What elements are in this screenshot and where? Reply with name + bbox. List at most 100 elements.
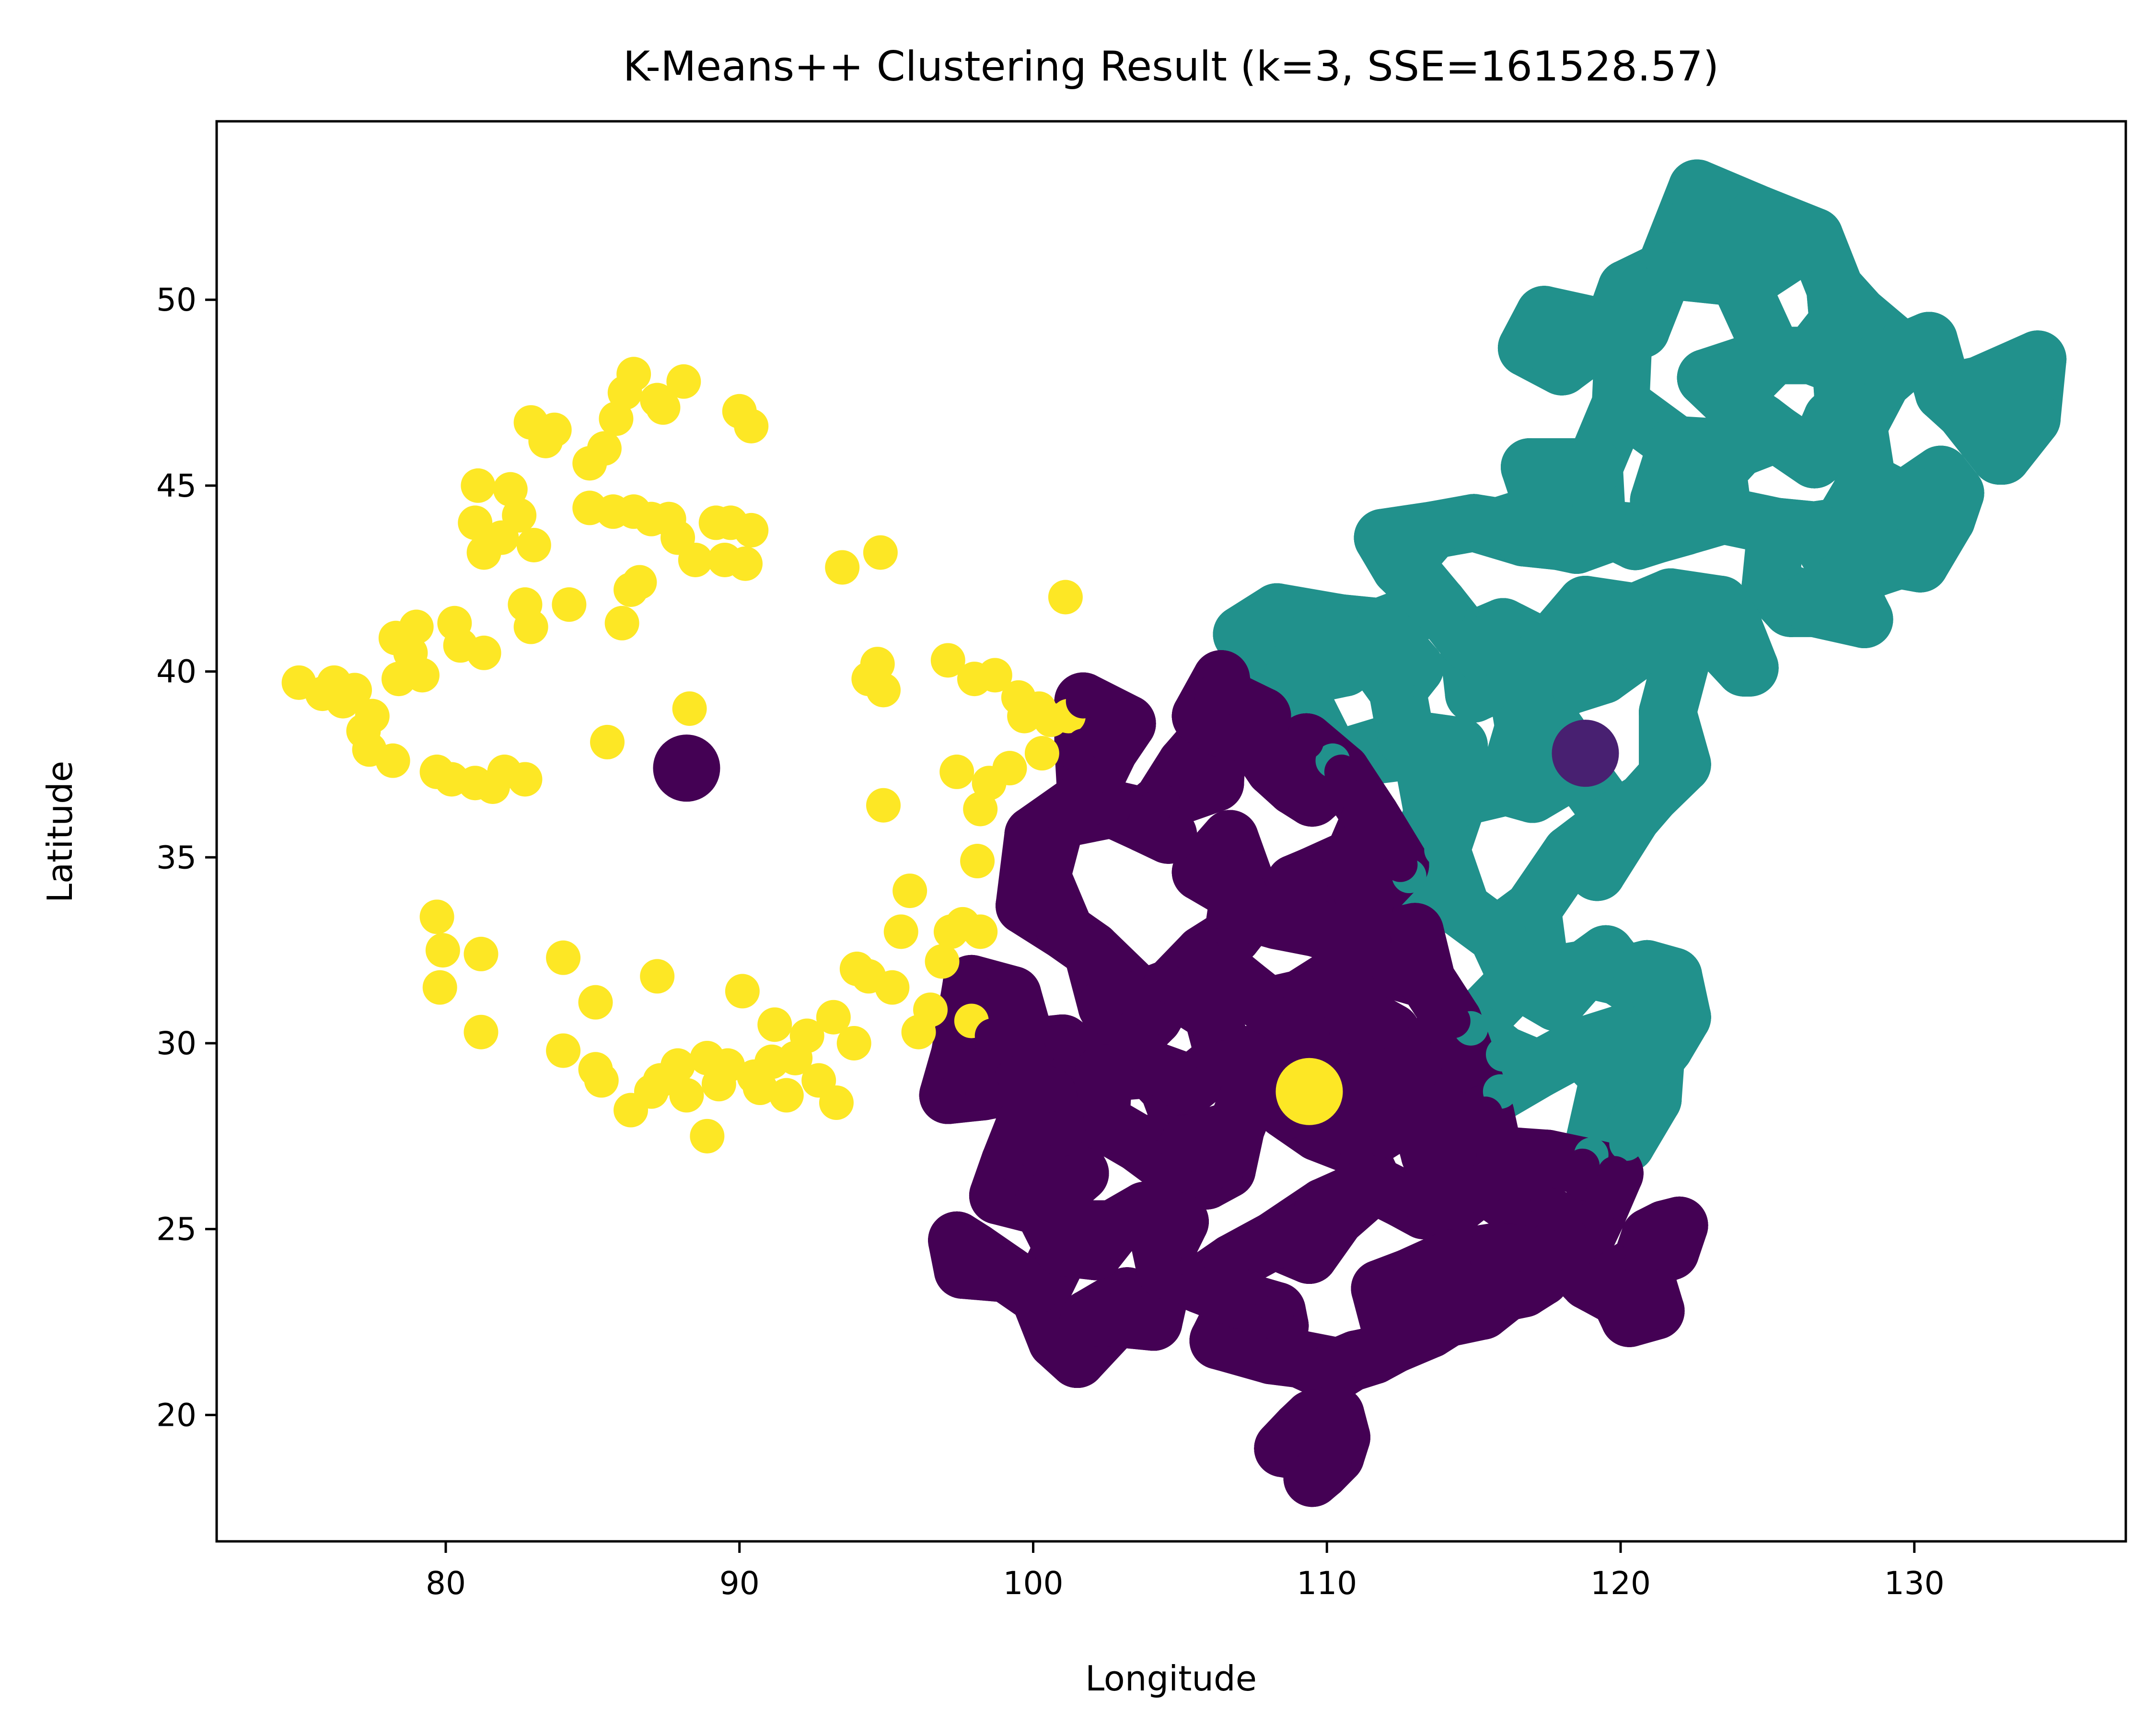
data-point (1083, 1104, 1118, 1139)
data-point (1394, 1048, 1429, 1083)
data-point (1724, 268, 1759, 303)
data-point (1412, 1137, 1447, 1172)
data-point (1445, 892, 1480, 927)
data-point (1465, 1167, 1500, 1202)
data-point (646, 390, 681, 425)
x-tick-label: 130 (1884, 1565, 1945, 1602)
data-point (502, 498, 537, 533)
data-point (1612, 1301, 1647, 1336)
centroid-marker (1275, 1058, 1343, 1125)
data-point (493, 472, 528, 507)
data-point (1521, 1052, 1556, 1087)
data-point (1295, 620, 1330, 655)
data-point (1929, 501, 1964, 536)
data-point (1063, 1156, 1098, 1191)
data-point (1183, 1267, 1218, 1302)
data-point (1480, 509, 1515, 544)
x-tick-label: 110 (1297, 1565, 1357, 1602)
data-point (1377, 1327, 1412, 1362)
data-point (678, 542, 713, 577)
data-point (1797, 591, 1832, 626)
data-point (1383, 550, 1418, 585)
data-point (1823, 349, 1858, 384)
y-axis-label: Latitude (40, 761, 80, 903)
data-point (1327, 650, 1362, 685)
data-point (1421, 587, 1456, 622)
data-point (1591, 598, 1626, 633)
data-point (1506, 520, 1541, 555)
data-point (1398, 914, 1433, 949)
data-point (1127, 1193, 1162, 1228)
data-point (737, 1059, 772, 1094)
data-point (1048, 580, 1083, 615)
data-point (1982, 438, 2017, 473)
data-point (836, 1025, 871, 1060)
data-point (1086, 1056, 1121, 1091)
data-point (1071, 1301, 1106, 1336)
data-point (1260, 1293, 1295, 1328)
y-tick-label: 40 (156, 653, 197, 690)
data-point (464, 1014, 498, 1049)
data-point (1162, 1204, 1197, 1239)
data-point (1127, 806, 1162, 841)
data-point (939, 754, 974, 789)
data-point (1206, 1040, 1241, 1075)
data-point (1004, 1067, 1039, 1102)
data-point (1110, 1279, 1145, 1314)
data-point (1007, 1107, 1042, 1142)
data-point (1345, 925, 1379, 960)
y-tick-label: 35 (156, 839, 197, 876)
data-point (1374, 1014, 1409, 1049)
data-point (995, 978, 1030, 1013)
data-point (1356, 1167, 1391, 1202)
data-point (1706, 498, 1741, 533)
data-point (1794, 338, 1829, 373)
data-point (1260, 903, 1295, 938)
y-axis: 20 25 30 35 40 45 50 (156, 281, 217, 1433)
plot-area-frame (215, 120, 2127, 1543)
data-point (1609, 1126, 1644, 1161)
data-point (1497, 658, 1532, 693)
data-point (1075, 933, 1110, 968)
data-point (1468, 639, 1503, 674)
data-point (930, 1078, 965, 1113)
data-point (1662, 1208, 1697, 1243)
data-point (1066, 684, 1101, 719)
data-point (1797, 442, 1832, 477)
data-point (1718, 357, 1753, 392)
data-point (1597, 1156, 1632, 1191)
x-tick-label: 90 (719, 1565, 760, 1602)
data-point (590, 724, 625, 759)
data-point (1618, 594, 1653, 629)
data-point (1089, 989, 1124, 1024)
data-point (1641, 483, 1676, 518)
data-point (1239, 724, 1274, 759)
data-point (1189, 1163, 1224, 1198)
data-point (1233, 1037, 1268, 1072)
data-point (883, 914, 918, 949)
data-point (1039, 1111, 1074, 1146)
data-point (1623, 1100, 1658, 1135)
data-point (1885, 483, 1920, 518)
data-point (1415, 795, 1450, 830)
data-point (1530, 1141, 1565, 1176)
data-point (1024, 736, 1059, 771)
data-point (513, 609, 548, 644)
data-point (1456, 676, 1491, 711)
data-point (587, 431, 622, 466)
data-point (1183, 699, 1218, 734)
data-point (1424, 832, 1459, 867)
data-point (1324, 606, 1359, 641)
data-point (1356, 1071, 1391, 1106)
data-point (942, 1037, 977, 1072)
data-point (1647, 253, 1682, 288)
data-point (1274, 662, 1309, 697)
data-point (1653, 1234, 1688, 1269)
data-point (1298, 910, 1333, 945)
data-point (1480, 1234, 1515, 1269)
data-point (1409, 963, 1444, 998)
data-point (461, 468, 496, 503)
data-point (337, 673, 372, 708)
x-axis: 80 90 100 110 120 130 (426, 1541, 1945, 1602)
